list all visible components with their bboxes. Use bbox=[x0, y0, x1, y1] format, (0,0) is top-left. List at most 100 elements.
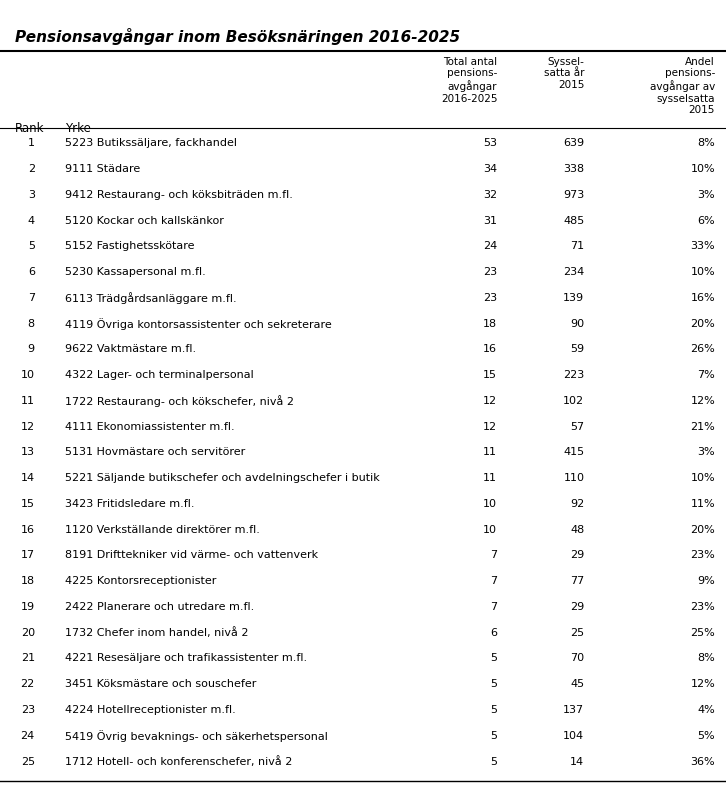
Text: 22: 22 bbox=[20, 679, 35, 690]
Text: 25: 25 bbox=[571, 628, 584, 638]
Text: 4221 Resesäljare och trafikassistenter m.fl.: 4221 Resesäljare och trafikassistenter m… bbox=[65, 653, 308, 664]
Text: 4111 Ekonomiassistenter m.fl.: 4111 Ekonomiassistenter m.fl. bbox=[65, 421, 235, 432]
Text: 24: 24 bbox=[20, 731, 35, 741]
Text: 77: 77 bbox=[570, 576, 584, 586]
Text: 5: 5 bbox=[490, 653, 497, 664]
Text: Pensionsavgångar inom Besöksnäringen 2016-2025: Pensionsavgångar inom Besöksnäringen 201… bbox=[15, 28, 460, 45]
Text: 2422 Planerare och utredare m.fl.: 2422 Planerare och utredare m.fl. bbox=[65, 602, 255, 612]
Text: 5: 5 bbox=[490, 705, 497, 715]
Text: 110: 110 bbox=[563, 473, 584, 483]
Text: 4224 Hotellreceptionister m.fl.: 4224 Hotellreceptionister m.fl. bbox=[65, 705, 236, 715]
Text: 415: 415 bbox=[563, 447, 584, 458]
Text: 25: 25 bbox=[21, 757, 35, 766]
Text: 12: 12 bbox=[21, 421, 35, 432]
Text: 10%: 10% bbox=[690, 473, 715, 483]
Text: 3: 3 bbox=[28, 190, 35, 200]
Text: 4119 Övriga kontorsassistenter och sekreterare: 4119 Övriga kontorsassistenter och sekre… bbox=[65, 318, 332, 330]
Text: 15: 15 bbox=[21, 499, 35, 509]
Text: 16: 16 bbox=[21, 525, 35, 535]
Text: 23: 23 bbox=[484, 293, 497, 303]
Text: 92: 92 bbox=[570, 499, 584, 509]
Text: 57: 57 bbox=[571, 421, 584, 432]
Text: 12: 12 bbox=[484, 396, 497, 406]
Text: 485: 485 bbox=[563, 215, 584, 226]
Text: 23: 23 bbox=[484, 267, 497, 277]
Text: 34: 34 bbox=[484, 164, 497, 174]
Text: 139: 139 bbox=[563, 293, 584, 303]
Text: 4: 4 bbox=[28, 215, 35, 226]
Text: 11: 11 bbox=[484, 447, 497, 458]
Text: 7%: 7% bbox=[698, 370, 715, 380]
Text: 7: 7 bbox=[28, 293, 35, 303]
Text: 10%: 10% bbox=[690, 267, 715, 277]
Text: 8191 Drifttekniker vid värme- och vattenverk: 8191 Drifttekniker vid värme- och vatten… bbox=[65, 551, 319, 560]
Text: 2: 2 bbox=[28, 164, 35, 174]
Text: 21%: 21% bbox=[690, 421, 715, 432]
Text: 8%: 8% bbox=[698, 653, 715, 664]
Text: 12%: 12% bbox=[690, 679, 715, 690]
Text: 5419 Övrig bevaknings- och säkerhetspersonal: 5419 Övrig bevaknings- och säkerhetspers… bbox=[65, 730, 328, 742]
Text: 1732 Chefer inom handel, nivå 2: 1732 Chefer inom handel, nivå 2 bbox=[65, 627, 249, 638]
Text: 5120 Kockar och kallskänkor: 5120 Kockar och kallskänkor bbox=[65, 215, 224, 226]
Text: 639: 639 bbox=[563, 138, 584, 148]
Text: 20%: 20% bbox=[690, 319, 715, 329]
Text: 11: 11 bbox=[484, 473, 497, 483]
Text: 1722 Restaurang- och kökschefer, nivå 2: 1722 Restaurang- och kökschefer, nivå 2 bbox=[65, 395, 294, 407]
Text: 5152 Fastighetsskötare: 5152 Fastighetsskötare bbox=[65, 241, 195, 252]
Text: 3%: 3% bbox=[698, 447, 715, 458]
Text: 5: 5 bbox=[490, 731, 497, 741]
Text: 4%: 4% bbox=[698, 705, 715, 715]
Text: 24: 24 bbox=[483, 241, 497, 252]
Text: 7: 7 bbox=[490, 576, 497, 586]
Text: 70: 70 bbox=[571, 653, 584, 664]
Text: 14: 14 bbox=[21, 473, 35, 483]
Text: Yrke: Yrke bbox=[65, 122, 91, 135]
Text: 23: 23 bbox=[21, 705, 35, 715]
Text: 21: 21 bbox=[21, 653, 35, 664]
Text: 11%: 11% bbox=[690, 499, 715, 509]
Text: 3451 Köksmästare och souschefer: 3451 Köksmästare och souschefer bbox=[65, 679, 257, 690]
Text: Rank: Rank bbox=[15, 122, 44, 135]
Text: 16: 16 bbox=[484, 345, 497, 354]
Text: 3%: 3% bbox=[698, 190, 715, 200]
Text: 9%: 9% bbox=[698, 576, 715, 586]
Text: 5: 5 bbox=[28, 241, 35, 252]
Text: 5223 Butikssäljare, fackhandel: 5223 Butikssäljare, fackhandel bbox=[65, 138, 237, 148]
Text: 20: 20 bbox=[21, 628, 35, 638]
Text: 18: 18 bbox=[21, 576, 35, 586]
Text: 1120 Verkställande direktörer m.fl.: 1120 Verkställande direktörer m.fl. bbox=[65, 525, 260, 535]
Text: 9622 Vaktmästare m.fl.: 9622 Vaktmästare m.fl. bbox=[65, 345, 197, 354]
Text: 29: 29 bbox=[570, 602, 584, 612]
Text: 5: 5 bbox=[490, 679, 497, 690]
Text: 4225 Kontorsreceptionister: 4225 Kontorsreceptionister bbox=[65, 576, 217, 586]
Text: 102: 102 bbox=[563, 396, 584, 406]
Text: 18: 18 bbox=[484, 319, 497, 329]
Text: 23%: 23% bbox=[690, 602, 715, 612]
Text: 234: 234 bbox=[563, 267, 584, 277]
Text: 33%: 33% bbox=[690, 241, 715, 252]
Text: 5221 Säljande butikschefer och avdelningschefer i butik: 5221 Säljande butikschefer och avdelning… bbox=[65, 473, 380, 483]
Text: 14: 14 bbox=[571, 757, 584, 766]
Text: 338: 338 bbox=[563, 164, 584, 174]
Text: 9111 Städare: 9111 Städare bbox=[65, 164, 141, 174]
Text: 5131 Hovmästare och servitörer: 5131 Hovmästare och servitörer bbox=[65, 447, 245, 458]
Text: 36%: 36% bbox=[690, 757, 715, 766]
Text: 5230 Kassapersonal m.fl.: 5230 Kassapersonal m.fl. bbox=[65, 267, 206, 277]
Text: 59: 59 bbox=[571, 345, 584, 354]
Text: 45: 45 bbox=[571, 679, 584, 690]
Text: 9: 9 bbox=[28, 345, 35, 354]
Text: Total antal
pensions-
avgångar
2016-2025: Total antal pensions- avgångar 2016-2025 bbox=[441, 57, 497, 104]
Text: 90: 90 bbox=[571, 319, 584, 329]
Text: 6: 6 bbox=[490, 628, 497, 638]
Text: 7: 7 bbox=[490, 602, 497, 612]
Text: 12%: 12% bbox=[690, 396, 715, 406]
Text: 10: 10 bbox=[21, 370, 35, 380]
Text: 71: 71 bbox=[571, 241, 584, 252]
Text: 223: 223 bbox=[563, 370, 584, 380]
Text: 8: 8 bbox=[28, 319, 35, 329]
Text: 1712 Hotell- och konferenschefer, nivå 2: 1712 Hotell- och konferenschefer, nivå 2 bbox=[65, 756, 293, 767]
Text: 7: 7 bbox=[490, 551, 497, 560]
Text: Andel
pensions-
avgångar av
sysselsatta
2015: Andel pensions- avgångar av sysselsatta … bbox=[650, 57, 715, 115]
Text: 12: 12 bbox=[484, 421, 497, 432]
Text: 16%: 16% bbox=[690, 293, 715, 303]
